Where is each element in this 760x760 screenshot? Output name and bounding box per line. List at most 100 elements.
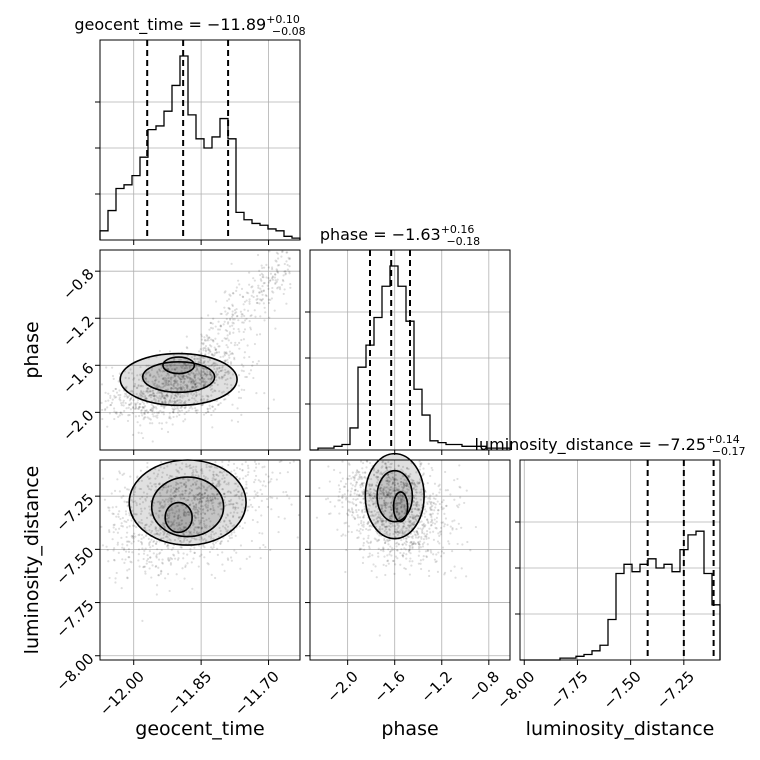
sample-point	[126, 395, 130, 399]
sample-point	[170, 376, 173, 380]
sample-point	[423, 535, 426, 538]
sample-point	[149, 393, 152, 397]
sample-point	[442, 552, 445, 555]
sample-point	[194, 374, 197, 377]
sample-point	[117, 515, 120, 518]
sample-point	[204, 339, 207, 342]
sample-point	[207, 348, 210, 352]
sample-point	[231, 310, 234, 313]
sample-point	[352, 475, 355, 479]
sample-point	[260, 499, 263, 503]
sample-point	[166, 430, 170, 434]
sample-point	[383, 541, 387, 545]
sample-point	[267, 301, 271, 305]
sample-point	[437, 485, 440, 488]
sample-point	[112, 377, 115, 380]
sample-point	[139, 365, 142, 369]
sample-point	[183, 374, 186, 377]
sample-point	[191, 397, 194, 400]
sample-point	[155, 593, 158, 596]
sample-point	[253, 460, 257, 463]
sample-point	[248, 271, 251, 274]
sample-point	[157, 412, 160, 415]
sample-point	[157, 373, 160, 376]
sample-point	[180, 377, 184, 381]
sample-point	[266, 505, 269, 509]
sample-point	[185, 392, 188, 395]
sample-point	[354, 498, 358, 501]
sample-point	[360, 477, 364, 480]
sample-point	[150, 403, 153, 406]
sample-point	[362, 516, 365, 519]
sample-point	[376, 532, 379, 535]
sample-point	[237, 384, 241, 387]
sample-point	[173, 400, 176, 403]
sample-point	[170, 501, 173, 504]
sample-point	[146, 372, 149, 375]
sample-point	[112, 531, 115, 534]
sample-point	[248, 372, 251, 375]
sample-point	[201, 472, 204, 475]
sample-point	[207, 517, 211, 520]
sample-point	[269, 279, 272, 282]
sample-point	[271, 278, 275, 281]
sample-point	[127, 550, 131, 553]
sample-point	[156, 370, 159, 373]
sample-point	[233, 531, 236, 534]
sample-point	[100, 401, 103, 405]
sample-point	[223, 306, 226, 309]
sample-point	[262, 302, 265, 305]
sample-point	[407, 549, 410, 552]
sample-point	[215, 351, 218, 354]
sample-point	[226, 540, 230, 543]
sample-point	[167, 376, 170, 379]
sample-point	[188, 407, 191, 410]
sample-point	[363, 471, 367, 474]
sample-point	[202, 343, 205, 346]
sample-point	[251, 505, 254, 509]
sample-point	[189, 372, 193, 375]
sample-point	[120, 402, 123, 405]
sample-point	[288, 257, 292, 260]
sample-point	[125, 535, 128, 539]
sample-point	[163, 378, 166, 382]
sample-point	[260, 279, 263, 282]
sample-point	[404, 548, 407, 551]
sample-point	[208, 358, 212, 361]
sample-point	[169, 401, 172, 404]
sample-point	[137, 559, 140, 562]
sample-point	[206, 373, 209, 376]
sample-point	[267, 266, 270, 269]
sample-point	[187, 372, 190, 375]
sample-point	[165, 393, 169, 396]
sample-point	[144, 547, 147, 550]
sample-point	[408, 560, 411, 563]
sample-point	[208, 407, 212, 410]
sample-point	[204, 349, 207, 352]
sample-point	[130, 389, 134, 392]
sample-point	[211, 363, 215, 366]
histogram-phase: phase = −1.63+0.16 −0.18	[305, 223, 511, 451]
sample-point	[258, 531, 261, 535]
sample-point	[210, 573, 213, 576]
sample-point	[195, 368, 199, 371]
sample-point	[203, 373, 207, 376]
sample-point	[160, 392, 163, 395]
sample-point	[363, 476, 366, 479]
sample-point	[268, 250, 271, 253]
sample-point	[324, 498, 328, 501]
sample-point	[200, 316, 203, 320]
sample-point	[238, 525, 241, 528]
sample-point	[188, 365, 191, 368]
y-tick-label: −0.8	[59, 265, 97, 303]
sample-point	[239, 310, 243, 313]
x-tick-label: −1.6	[370, 668, 408, 706]
sample-point	[270, 508, 273, 511]
sample-point	[128, 394, 131, 397]
sample-point	[201, 403, 204, 407]
sample-point	[109, 396, 112, 400]
sample-point	[201, 376, 204, 379]
sample-point	[238, 283, 241, 286]
sample-point	[152, 552, 155, 555]
